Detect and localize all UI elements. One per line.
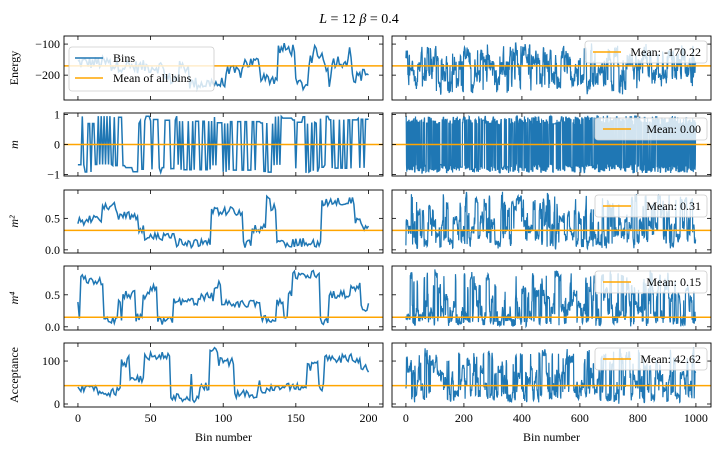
y-tick-label: 0 [54,138,60,152]
y-tick-label: 0.5 [45,288,60,302]
y-tick-label: 0.0 [45,320,60,334]
legend-entry-label: Bins [113,51,135,65]
legend-box [68,46,215,92]
y-tick-label: −1 [47,168,60,182]
bins-series-line [405,347,697,404]
x-tick-label: 200 [455,411,473,425]
y-tick-label: 100 [42,354,60,368]
legend-box [594,117,708,141]
y-tick-label: −100 [35,37,60,51]
x-tick-label: 200 [359,411,377,425]
y-tick-label: 1 [54,108,60,122]
axes-frame [391,265,712,331]
legend-box [584,40,708,64]
legend-box [594,347,708,371]
title-part: 0.4 [381,12,399,27]
axes-frame [391,35,712,101]
x-tick-label: 50 [145,411,157,425]
x-tick-label: 0 [403,411,409,425]
title-part: L [318,12,327,27]
legend-right: Mean: 0.31 [594,194,708,218]
y-axis-label: m [7,140,21,149]
y-tick-label: −200 [35,68,60,82]
subplot-r4-c0: 0 50 100 150 200 100 0 Bin number Acceptance [7,342,384,444]
subplot-r0-c0: −100 −200 Energy Bins Mean of all bins [7,35,384,101]
subplot-r1-c0: 1 0 −1 m [7,108,384,182]
legend-mean-label: Mean: 0.15 [646,275,701,289]
chart-title: L = 12 β = 0.4 [318,12,399,27]
y-tick-label: 0 [54,397,60,411]
subplot-r2-c1: Mean: 0.31 [391,189,712,254]
axes-frame [391,342,712,408]
legend-right: Mean: -170.22 [584,40,708,64]
legend-box [594,194,708,218]
subplot-r3-c1: Mean: 0.15 [391,265,712,331]
y-axis-label: Acceptance [7,347,21,403]
legend-entry-label: Mean of all bins [113,71,192,85]
x-tick-label: 100 [214,411,232,425]
x-tick-label: 600 [571,411,589,425]
axes-frame [391,189,712,254]
x-tick-label: 400 [513,411,531,425]
bins-series-line [77,269,370,327]
y-tick-label: 0.5 [45,211,60,225]
x-tick-label: 1000 [684,411,708,425]
x-tick-label: 800 [629,411,647,425]
y-tick-label: 0.0 [45,243,60,257]
x-axis-label: Bin number [195,430,252,444]
bins-series-line [77,114,369,176]
subplot-r2-c0: 0.5 0.0 m² [7,189,384,257]
bins-series-line [405,269,697,329]
bins-series-line [405,191,697,251]
legend-mean-label: Mean: -170.22 [630,45,701,59]
title-part: = [327,12,342,27]
title-part: β [358,12,366,27]
bins-series-line [77,346,370,404]
legend-mean-label: Mean: 42.62 [640,352,701,366]
y-axis-label: m² [7,215,21,228]
subplot-r4-c1: 0 200 400 600 800 1000 Bin number Mean: 42.62 [391,342,712,444]
legend-box [594,270,708,294]
subplot-r0-c1: Mean: -170.22 [391,35,712,101]
x-tick-label: 0 [75,411,81,425]
title-part: = [366,12,381,27]
x-axis-label: Bin number [523,430,580,444]
bins-series-line [77,194,370,250]
y-axis-label: m⁴ [7,292,21,305]
legend-right: Mean: 42.62 [594,347,708,371]
axes-frame [63,342,384,408]
title-part: 12 [342,12,356,27]
legend-right: Mean: 0.15 [594,270,708,294]
legend-mean-label: Mean: 0.31 [646,199,701,213]
x-tick-label: 150 [287,411,305,425]
subplot-r1-c1: Mean: 0.00 [391,112,712,177]
legend-left: Bins Mean of all bins [68,46,215,92]
y-axis-label: Energy [7,51,21,85]
subplot-r3-c0: 0.5 0.0 m⁴ [7,265,384,334]
legend-right: Mean: 0.00 [594,117,708,141]
legend-mean-label: Mean: 0.00 [646,122,701,136]
